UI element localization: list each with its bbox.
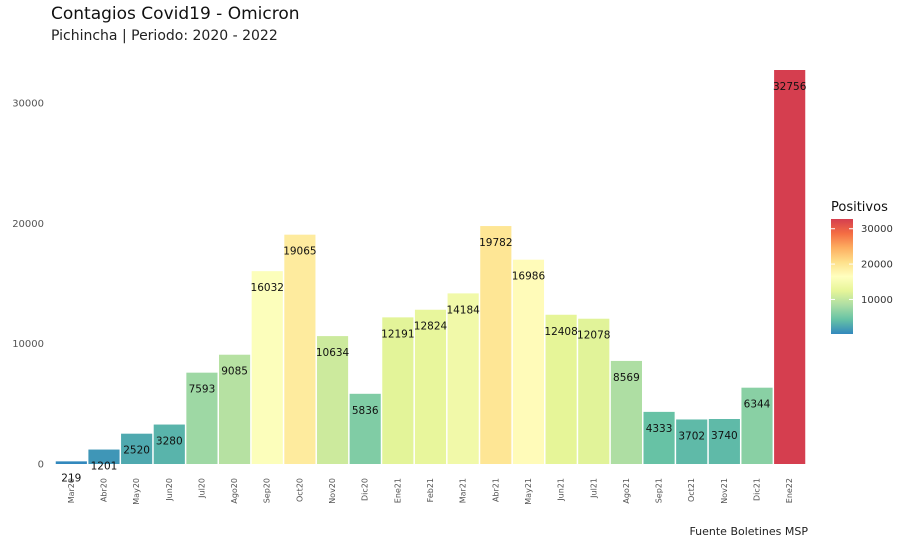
bar-Ene21: [382, 317, 414, 464]
y-tick-label: 10000: [12, 339, 44, 350]
y-tick-label: 20000: [12, 219, 44, 230]
bar-Mar20: [55, 461, 87, 464]
bar-value-label: 12824: [414, 321, 448, 333]
bar-Abr21: [480, 226, 512, 464]
x-tick-label: Dic20: [361, 478, 370, 501]
x-tick-label: Abr20: [99, 478, 108, 502]
x-tick-label: Sep20: [263, 478, 272, 503]
bar-Ene22: [774, 70, 806, 464]
bar-Dic21: [741, 387, 773, 464]
x-tick-label: Nov21: [720, 478, 729, 504]
bar-value-label: 6344: [744, 399, 771, 411]
chart-subtitle: Pichincha | Periodo: 2020 - 2022: [51, 28, 278, 44]
bar-value-label: 32756: [773, 81, 807, 93]
x-tick-label: Ago21: [622, 478, 631, 504]
bar-Ago20: [219, 354, 251, 464]
x-tick-label: Ago20: [230, 478, 239, 504]
bar-May20: [121, 433, 153, 464]
bar-Ago21: [610, 360, 642, 464]
legend-tick-label: 20000: [861, 260, 893, 271]
chart-caption: Fuente Boletines MSP: [689, 525, 808, 538]
x-axis: Mar20 Abr20 May20 Jun20 Jul20 Ago20 Sep20 Oct20…: [67, 478, 794, 505]
x-tick-label: Mar21: [459, 478, 468, 503]
bar-labels: 219 1201 2520 3280 7593 9085 16032 19065 10634 58…: [61, 81, 806, 484]
bar-Mar21: [447, 293, 479, 464]
bar-value-label: 8569: [613, 372, 640, 384]
bar-value-label: 10634: [316, 347, 350, 359]
bar-Dic20: [349, 393, 381, 464]
bar-value-label: 19065: [283, 246, 316, 258]
bar-Jul20: [186, 372, 218, 464]
bar-Nov20: [316, 336, 349, 464]
bar-value-label: 12191: [381, 328, 414, 340]
legend-tick-label: 30000: [861, 224, 893, 235]
bar-value-label: 12408: [544, 326, 577, 338]
chart-title: Contagios Covid19 - Omicron: [51, 4, 300, 24]
bar-value-label: 4333: [646, 423, 673, 435]
y-axis: 0 10000 20000 30000: [12, 99, 44, 471]
bar-Sep20: [251, 271, 283, 464]
x-tick-label: Oct20: [295, 478, 304, 502]
bar-value-label: 7593: [189, 384, 216, 396]
bar-value-label: 219: [61, 472, 81, 484]
x-tick-label: Ene21: [393, 478, 402, 503]
bar-value-label: 16986: [512, 271, 546, 283]
bar-value-label: 3280: [156, 436, 183, 448]
bar-value-label: 2520: [123, 445, 150, 457]
bar-value-label: 19782: [479, 237, 512, 249]
bar-value-label: 12078: [577, 330, 610, 342]
x-tick-label: Oct21: [687, 478, 696, 502]
y-tick-label: 0: [38, 460, 44, 471]
legend-title: Positivos: [831, 200, 888, 215]
x-tick-label: Dic21: [753, 478, 762, 501]
x-tick-label: Nov20: [328, 478, 337, 504]
bar-Jun20: [153, 424, 185, 464]
x-tick-label: Jul21: [589, 478, 598, 499]
bar-Jun21: [545, 314, 577, 464]
bar-Sep21: [643, 411, 675, 464]
x-tick-label: May20: [132, 478, 141, 505]
x-tick-label: May21: [524, 478, 533, 505]
x-tick-label: Sep21: [655, 478, 664, 503]
legend-colorbar: [831, 219, 853, 334]
bar-Abr20: [88, 449, 120, 464]
y-tick-label: 30000: [12, 99, 44, 110]
bar-Feb21: [414, 309, 447, 464]
x-tick-label: Feb21: [426, 478, 435, 502]
bar-value-label: 3702: [678, 430, 705, 442]
bar-value-label: 1201: [91, 461, 118, 473]
bar-value-label: 5836: [352, 405, 379, 417]
bar-value-label: 9085: [221, 366, 248, 378]
bar-Oct21: [676, 419, 708, 464]
bar-value-label: 14184: [446, 304, 480, 316]
x-tick-label: Mar20: [67, 478, 76, 503]
bar-Jul21: [578, 318, 610, 464]
x-tick-label: Ene22: [785, 478, 794, 503]
bar-value-label: 3740: [711, 430, 738, 442]
x-tick-label: Jul20: [197, 478, 206, 499]
legend-tick-label: 10000: [861, 295, 893, 306]
bar-value-label: 16032: [251, 282, 284, 294]
bar-May21: [512, 259, 545, 464]
bar-Oct20: [284, 234, 316, 464]
x-tick-label: Jun21: [557, 478, 566, 502]
bars: [55, 70, 806, 464]
legend: Positivos 10000 20000 30000: [831, 200, 893, 334]
x-tick-label: Jun20: [165, 478, 174, 502]
x-tick-label: Abr21: [491, 478, 500, 502]
bar-Nov21: [708, 419, 740, 464]
